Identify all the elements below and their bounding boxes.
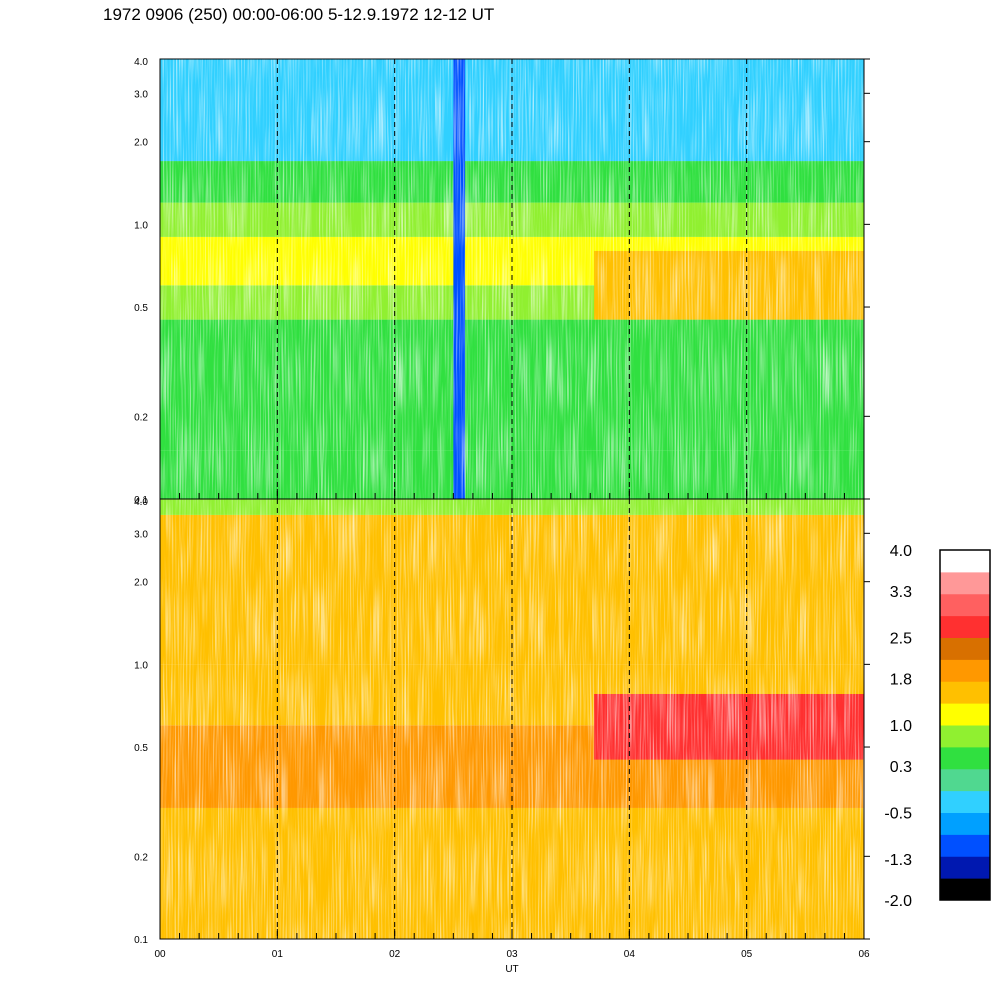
x-tick-label: 04 xyxy=(624,949,636,960)
upper-panel xyxy=(160,59,864,499)
y-tick-label: 0.1 xyxy=(134,935,148,946)
colorbar-swatch xyxy=(940,571,990,595)
colorbar-swatch xyxy=(940,834,990,857)
band-lower-3-texture-lo xyxy=(163,514,864,665)
colorbar-swatch xyxy=(940,593,990,617)
x-tick-label: 06 xyxy=(858,949,870,960)
band-upper-6-texture-lo xyxy=(163,59,864,162)
y-tick-label: 0.2 xyxy=(134,412,148,423)
colorbar: 4.0 3.3 2.5 1.8 1.0 0.3 -0.5 -1.3 -2.0 xyxy=(884,543,991,910)
colorbar-label: 1.0 xyxy=(890,718,912,735)
colorbar-swatch xyxy=(940,746,990,770)
y-tick-label: 4.0 xyxy=(134,57,148,68)
band-lower-4-texture-lo xyxy=(163,499,864,515)
y-tick-label: 3.0 xyxy=(134,529,148,540)
y-tick-label: 0.1 xyxy=(134,495,148,506)
x-tick-label: 01 xyxy=(272,949,284,960)
colorbar-label: 3.3 xyxy=(890,584,912,601)
colorbar-swatch xyxy=(940,703,990,726)
y-tick-label: 1.0 xyxy=(134,220,148,231)
x-tick-label: 05 xyxy=(741,949,753,960)
page-title: 1972 0906 (250) 00:00-06:00 5-12.9.1972 … xyxy=(103,5,495,24)
colorbar-label: 0.3 xyxy=(890,759,912,776)
lower-panel xyxy=(160,499,864,939)
colorbar-label: 4.0 xyxy=(890,543,912,560)
y-tick-label: 0.5 xyxy=(134,303,148,314)
x-axis-title: UT xyxy=(505,964,518,975)
band-upper-1-texture-lo xyxy=(163,319,864,451)
colorbar-swatch xyxy=(940,659,990,682)
feature-lower-0-texture-lo xyxy=(597,693,864,760)
feature-upper-1-texture-lo xyxy=(597,250,864,320)
y-tick-label: 3.0 xyxy=(134,89,148,100)
colorbar-swatch xyxy=(940,790,990,813)
band-upper-0-texture-lo xyxy=(163,450,864,499)
colorbar-swatch xyxy=(940,878,990,901)
y-tick-label: 0.2 xyxy=(134,852,148,863)
colorbar-label: -2.0 xyxy=(884,893,912,910)
x-tick-label: 02 xyxy=(389,949,401,960)
feature-upper-0-texture-lo xyxy=(456,59,469,499)
y-tick-label: 1.0 xyxy=(134,660,148,671)
colorbar-swatch xyxy=(940,550,990,573)
colorbar-swatch xyxy=(940,637,990,660)
y-tick-label: 4.0 xyxy=(134,497,148,508)
colorbar-swatch xyxy=(940,681,990,704)
y-tick-label: 2.0 xyxy=(134,138,148,149)
axes: 0.10.20.51.02.03.04.00.10.20.51.02.03.04… xyxy=(134,57,870,975)
colorbar-frame xyxy=(939,549,991,901)
colorbar-swatch xyxy=(940,856,990,879)
band-lower-0-texture-lo xyxy=(163,807,864,939)
band-upper-5-texture-lo xyxy=(163,161,864,203)
x-tick-label: 03 xyxy=(506,949,518,960)
colorbar-label: 2.5 xyxy=(890,631,912,648)
y-tick-label: 0.5 xyxy=(134,743,148,754)
colorbar-label: -0.5 xyxy=(884,806,912,823)
colorbar-swatch xyxy=(940,725,990,748)
colorbar-swatch xyxy=(940,768,990,792)
colorbar-swatch xyxy=(940,615,990,638)
colorbar-label: -1.3 xyxy=(884,852,912,869)
x-tick-label: 00 xyxy=(154,949,166,960)
colorbar-swatch xyxy=(940,812,990,835)
band-upper-4-texture-lo xyxy=(163,202,864,237)
y-tick-label: 2.0 xyxy=(134,578,148,589)
colorbar-label: 1.8 xyxy=(890,671,912,688)
